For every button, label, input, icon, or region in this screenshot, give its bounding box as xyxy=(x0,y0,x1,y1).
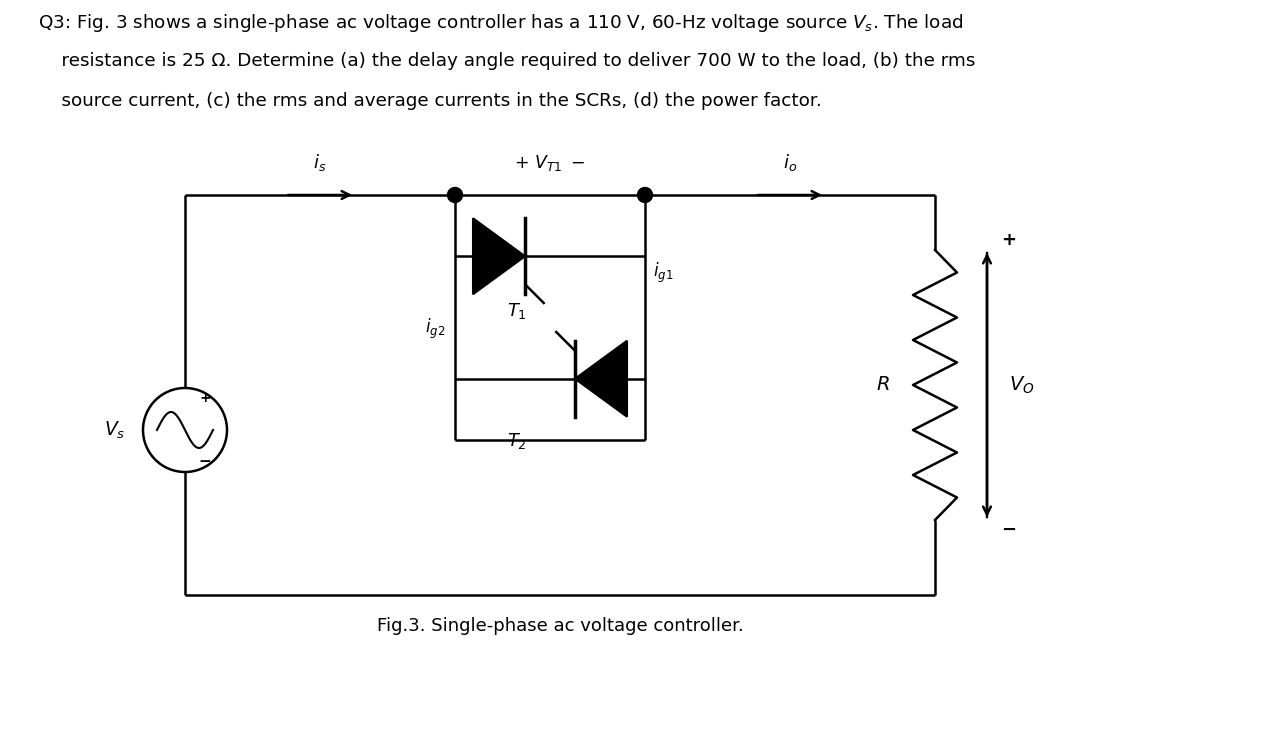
Circle shape xyxy=(448,188,462,202)
Text: $i_o$: $i_o$ xyxy=(783,152,797,173)
Circle shape xyxy=(637,188,653,202)
Polygon shape xyxy=(474,218,525,294)
Text: Fig.3. Single-phase ac voltage controller.: Fig.3. Single-phase ac voltage controlle… xyxy=(376,617,744,635)
Text: source current, (c) the rms and average currents in the SCRs, (d) the power fact: source current, (c) the rms and average … xyxy=(38,92,822,110)
Text: $i_{g2}$: $i_{g2}$ xyxy=(425,317,445,341)
Text: $R$: $R$ xyxy=(877,375,890,394)
Text: $i_s$: $i_s$ xyxy=(314,152,326,173)
Text: $+\ V_{T1}\ -$: $+\ V_{T1}\ -$ xyxy=(515,153,586,173)
Text: $V_s$: $V_s$ xyxy=(104,419,125,441)
Text: +: + xyxy=(200,391,211,405)
Text: −: − xyxy=(1001,521,1016,539)
Text: $T_2$: $T_2$ xyxy=(507,431,527,450)
Text: $i_{g1}$: $i_{g1}$ xyxy=(653,261,673,285)
Polygon shape xyxy=(575,341,627,417)
Text: −: − xyxy=(198,455,211,469)
Text: resistance is 25 Ω. Determine (a) the delay angle required to deliver 700 W to t: resistance is 25 Ω. Determine (a) the de… xyxy=(38,52,975,70)
Text: +: + xyxy=(1001,231,1016,249)
Text: $T_1$: $T_1$ xyxy=(507,301,527,321)
Text: $V_O$: $V_O$ xyxy=(1009,374,1034,396)
Text: Q3: Fig. 3 shows a single-phase ac voltage controller has a 110 V, 60-Hz voltage: Q3: Fig. 3 shows a single-phase ac volta… xyxy=(38,12,964,34)
